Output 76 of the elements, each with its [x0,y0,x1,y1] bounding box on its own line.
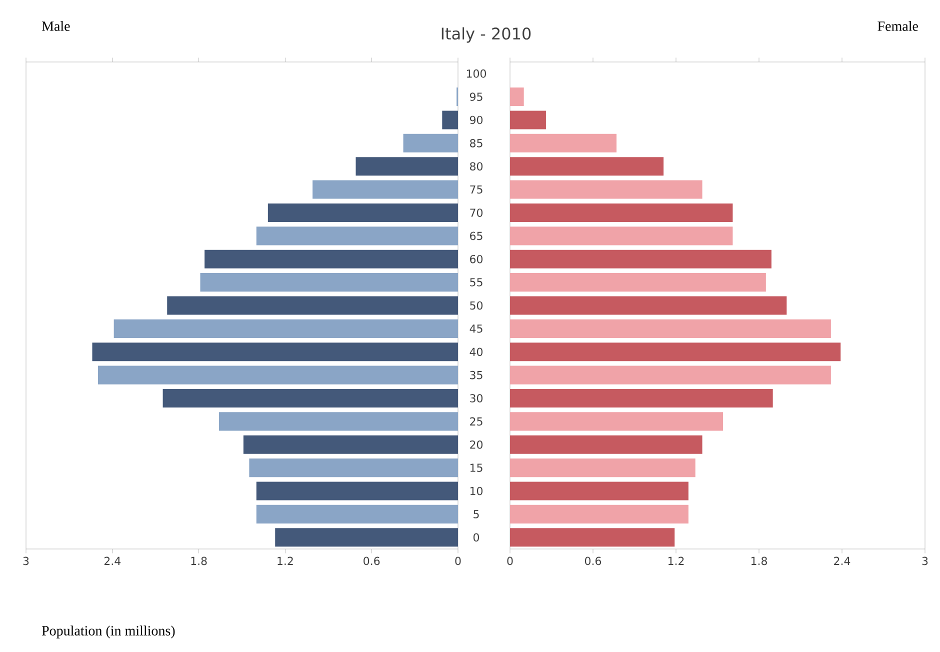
y-tick-label: 75 [470,185,482,194]
bar [256,504,458,524]
bar [510,273,766,292]
bar [510,180,702,199]
x-tick-label: 0.6 [584,556,602,566]
y-tick-label: 80 [470,162,483,171]
y-tick-label: 0 [473,533,480,542]
bar [510,342,841,362]
bar [256,482,458,500]
text: Male [42,21,70,31]
y-tick-label: 60 [470,254,483,264]
x-tick-label: 0 [507,556,513,566]
y-tick-label: 100 [466,69,486,78]
chart-title: Italy - 2010 [442,27,531,43]
bar [268,203,458,222]
bar [510,458,696,478]
x-tick-label: 3 [23,556,29,566]
x-tick-label: 0.6 [364,556,380,566]
x-tick-label: 2.4 [104,556,121,565]
bar [114,319,458,338]
y-tick-label: 45 [470,324,482,333]
bar [510,134,617,152]
bar [510,110,546,130]
bar [92,342,458,362]
bar [275,528,458,547]
y-tick-label: 70 [470,208,483,217]
x-tick-label: 1.2 [278,556,293,565]
bar [200,273,458,292]
y-tick-label: 85 [470,139,482,148]
bar [442,110,458,130]
x-tick-label: 0 [455,556,461,566]
bar [510,226,733,246]
x-tick-label: 3 [922,556,928,566]
y-tick-label: 95 [470,92,482,101]
bar [510,528,675,547]
bar [510,366,831,384]
bar [510,482,688,500]
y-tick-label: 25 [470,417,482,426]
y-tick-label: 65 [470,232,482,240]
bar [510,296,787,315]
y-tick-label: 20 [470,440,483,449]
bar [510,504,688,524]
y-tick-label: 50 [470,301,483,310]
y-tick-label: 90 [470,116,483,124]
bar [356,157,458,176]
bar [510,203,733,222]
bar [510,87,524,106]
bar [510,435,702,454]
bar [510,388,773,408]
y-tick-label: 30 [470,394,483,402]
bar [403,134,458,152]
x-tick-label: 1.8 [191,556,207,566]
y-tick-label: 5 [474,510,479,518]
x-tick-label: 2.4 [834,556,850,565]
x-tick-label: 1.8 [751,556,767,566]
bar [249,458,458,478]
bar [162,388,458,408]
bar [510,412,724,431]
text: Female [878,21,918,31]
bar [256,226,458,246]
bar [98,366,458,384]
y-tick-label: 55 [470,278,482,286]
bar [312,180,458,199]
bar [218,412,458,431]
y-tick-label: 40 [470,348,483,356]
x-tick-label: 1.2 [668,556,684,565]
y-tick-label: 15 [470,464,482,472]
bar [204,250,458,268]
bar [510,319,831,338]
x-axis-title: Population (in millions) [42,626,175,638]
y-tick-label: 35 [470,370,482,380]
bar [243,435,458,454]
bar [510,157,664,176]
bar [167,296,458,315]
bar [510,250,772,268]
y-tick-label: 10 [470,486,483,496]
